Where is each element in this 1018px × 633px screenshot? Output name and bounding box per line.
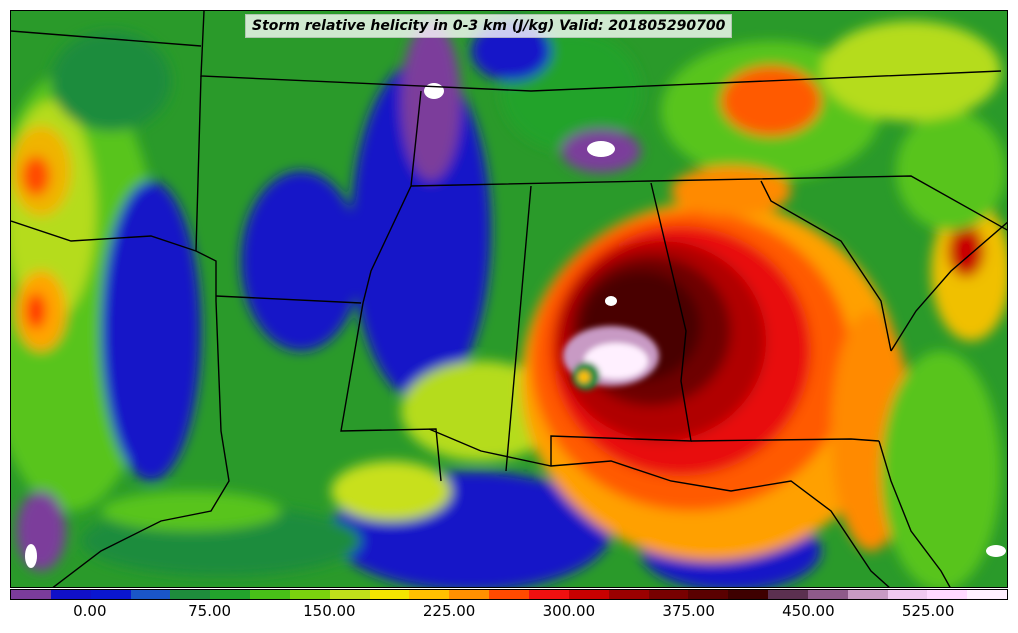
colorbar-swatch bbox=[608, 590, 649, 599]
colorbar-swatch bbox=[528, 590, 569, 599]
colorbar-swatch bbox=[489, 590, 529, 599]
map-title-box: Storm relative helicity in 0-3 km (J/kg)… bbox=[245, 14, 733, 38]
colorbar-swatch bbox=[728, 590, 769, 599]
colorbar-swatch bbox=[807, 590, 848, 599]
hurricane-core bbox=[563, 326, 659, 390]
colorbar-swatch bbox=[170, 590, 211, 599]
colorbar-swatch bbox=[887, 590, 928, 599]
colorbar-swatch bbox=[369, 590, 410, 599]
colorbar-swatch bbox=[847, 590, 888, 599]
colorbar-tick-label: 150.00 bbox=[303, 602, 356, 620]
colorbar-tick-label: 450.00 bbox=[782, 602, 835, 620]
colorbar-swatch bbox=[11, 590, 51, 599]
colorbar-tick-label: 225.00 bbox=[422, 602, 476, 620]
colorbar-tick-label: 525.00 bbox=[901, 602, 955, 620]
colorbar-tick-label: 75.00 bbox=[188, 602, 232, 620]
colorbar-labels: 0.00 75.00 150.00 225.00 300.00 375.00 450.00 5… bbox=[10, 602, 1008, 624]
colorbar-swatch bbox=[90, 590, 131, 599]
colorbar bbox=[10, 589, 1008, 600]
colorbar-swatch bbox=[688, 590, 729, 599]
colorbar-swatch bbox=[289, 590, 330, 599]
colorbar-swatch bbox=[927, 590, 968, 599]
colorbar-swatch bbox=[210, 590, 251, 599]
colorbar-swatch bbox=[967, 590, 1008, 599]
colorbar-tick-label: 0.00 bbox=[73, 602, 107, 620]
colorbar-swatch bbox=[250, 590, 290, 599]
colorbar-tick-label: 300.00 bbox=[542, 602, 596, 620]
colorbar-tick-label: 375.00 bbox=[662, 602, 715, 620]
colorbar-swatch bbox=[568, 590, 609, 599]
colorbar-swatch bbox=[130, 590, 171, 599]
colorbar-swatch bbox=[329, 590, 370, 599]
colorbar-swatch bbox=[409, 590, 450, 599]
state-boundaries bbox=[11, 11, 1007, 587]
helicity-field bbox=[11, 21, 1007, 587]
map-title: Storm relative helicity in 0-3 km (J/kg)… bbox=[252, 18, 726, 34]
colorbar-swatch bbox=[768, 590, 808, 599]
helicity-map bbox=[11, 11, 1007, 587]
colorbar-swatch bbox=[648, 590, 689, 599]
map-panel bbox=[10, 10, 1008, 588]
colorbar-swatch bbox=[50, 590, 91, 599]
colorbar-swatch bbox=[449, 590, 490, 599]
